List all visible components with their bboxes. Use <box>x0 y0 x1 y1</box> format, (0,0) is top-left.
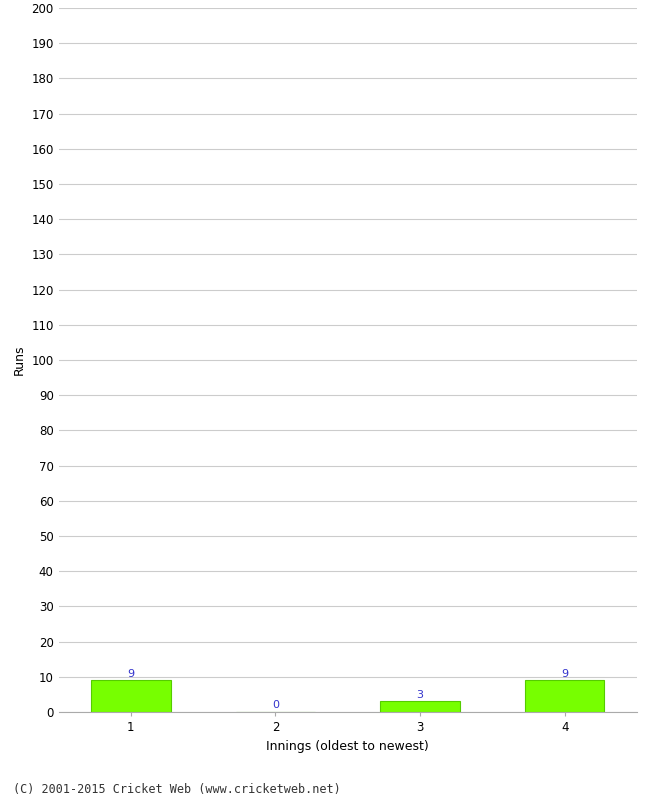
Text: 0: 0 <box>272 700 279 710</box>
Text: 9: 9 <box>561 669 568 678</box>
Text: (C) 2001-2015 Cricket Web (www.cricketweb.net): (C) 2001-2015 Cricket Web (www.cricketwe… <box>13 783 341 796</box>
Bar <box>91 680 170 712</box>
Text: 9: 9 <box>127 669 135 678</box>
Bar <box>525 680 604 712</box>
X-axis label: Innings (oldest to newest): Innings (oldest to newest) <box>266 739 429 753</box>
Y-axis label: Runs: Runs <box>13 345 26 375</box>
Text: 3: 3 <box>417 690 424 700</box>
Bar <box>380 702 460 712</box>
